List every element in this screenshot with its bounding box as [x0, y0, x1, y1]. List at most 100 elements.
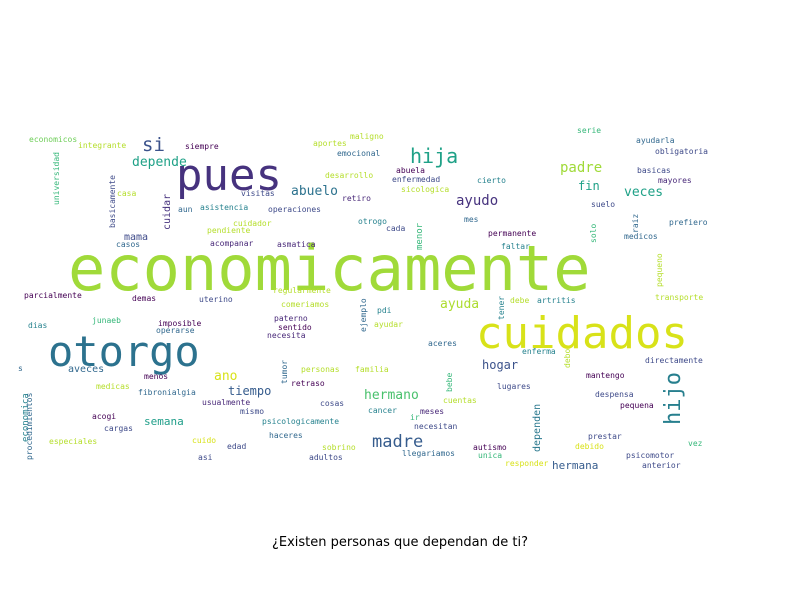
word-depende: depende — [132, 155, 187, 170]
word-otrogo: otrogo — [358, 217, 387, 226]
word-integrante: integrante — [78, 141, 126, 150]
word-psicomotor: psicomotor — [626, 451, 674, 460]
word-regularmente: regularmente — [273, 286, 331, 295]
word-hija: hija — [410, 144, 458, 168]
word-psicologicamente: psicologicamente — [262, 417, 339, 426]
word-hermana: hermana — [552, 459, 598, 472]
word-ir: ir — [410, 413, 420, 422]
word-fin: fin — [578, 179, 600, 193]
word-meses: meses — [420, 407, 444, 416]
word-parcialmente: parcialmente — [24, 291, 82, 300]
word-lugares: lugares — [497, 382, 531, 391]
word-aveces: aveces — [68, 364, 104, 375]
word-unica: unica — [478, 451, 502, 460]
word-directamente: directamente — [645, 356, 703, 365]
word-demas: demas — [132, 294, 156, 303]
word-cuidador: cuidador — [233, 219, 272, 228]
word-llegariamos: llegariamos — [402, 449, 455, 458]
word-medicas: medicas — [96, 382, 130, 391]
word-artritis: artritis — [537, 296, 576, 305]
word-cierto: cierto — [477, 176, 506, 185]
word-pues: pues — [176, 150, 282, 201]
word-acompanar: acompanar — [210, 239, 254, 248]
word-edad: edad — [227, 442, 246, 451]
word-sicologica: sicologica — [401, 185, 449, 194]
word-retiro: retiro — [342, 194, 371, 203]
word-prestar: prestar — [588, 432, 622, 441]
word-prefiero: prefiero — [669, 218, 708, 227]
word-economicamente: economicamente — [68, 232, 591, 305]
word-despensa: despensa — [595, 390, 634, 399]
word-mayores: mayores — [658, 176, 692, 185]
word-sentido: sentido — [278, 323, 312, 332]
word-ayudarla: ayudarla — [636, 136, 675, 145]
word-hermano: hermano — [364, 388, 419, 403]
word-casa: casa — [117, 189, 136, 198]
word-cancer: cancer — [368, 406, 397, 415]
word-asi: asi — [198, 453, 213, 462]
word-anterior: anterior — [642, 461, 681, 470]
word-si: si — [142, 134, 165, 156]
word-acogi: acogi — [92, 412, 116, 421]
word-retraso: retraso — [291, 379, 325, 388]
word-responder: responder — [505, 459, 549, 468]
chart-caption: ¿Existen personas que dependan de ti? — [271, 535, 529, 550]
word-debe: debe — [510, 296, 529, 305]
word-haceres: haceres — [269, 431, 303, 440]
word-cuidar: cuidar — [162, 194, 173, 230]
word-cuidados: cuidados — [476, 308, 688, 359]
word-menor: menor — [415, 222, 425, 250]
word-autismo: autismo — [473, 443, 507, 452]
word-siempre: siempre — [185, 142, 219, 151]
word-semana: semana — [144, 415, 184, 428]
word-raiz: raiz — [631, 214, 640, 233]
word-necesitan: necesitan — [414, 422, 458, 431]
word-obligatoria: obligatoria — [655, 147, 708, 156]
word-dias: dias — [28, 321, 47, 330]
word-permanente: permanente — [488, 229, 536, 238]
word-ejemplo: ejemplo — [359, 298, 368, 332]
word-serie: serie — [577, 126, 601, 135]
word-usualmente: usualmente — [202, 398, 250, 407]
word-necesita: necesita — [267, 331, 306, 340]
word-uterino: uterino — [199, 295, 233, 304]
word-pequeno: pequeno — [655, 253, 664, 287]
word-cargas: cargas — [104, 424, 133, 433]
word-ano: ano — [214, 369, 237, 384]
word-debido: debido — [575, 442, 604, 451]
word-aun: aun — [178, 205, 193, 214]
word-junaeb: junaeb — [92, 316, 121, 325]
word-veces: veces — [624, 185, 663, 200]
word-universidad: universidad — [52, 152, 61, 205]
word-pendiente: pendiente — [207, 226, 251, 235]
word-aportes: aportes — [313, 139, 347, 148]
word-tumor: tumor — [280, 360, 289, 384]
word-tiempo: tiempo — [228, 384, 271, 398]
word-tener: tener — [497, 296, 506, 320]
word-s: s — [18, 364, 23, 373]
word-medicos: medicos — [624, 232, 658, 241]
word-imposible: imposible — [158, 319, 202, 328]
word-enferma: enferma — [522, 347, 556, 356]
word-desarrollo: desarrollo — [325, 171, 373, 180]
word-transporte: transporte — [655, 293, 703, 302]
word-asmatica: asmatica — [277, 240, 316, 249]
word-economica: economica — [21, 393, 31, 442]
word-operaciones: operaciones — [268, 205, 321, 214]
word-asistencia: asistencia — [200, 203, 248, 212]
word-mes: mes — [464, 215, 479, 224]
word-abuelo: abuelo — [291, 184, 338, 199]
word-ayudo: ayudo — [456, 193, 498, 209]
word-hijo: hijo — [661, 372, 686, 425]
word-debo: debo — [563, 349, 572, 368]
word-familia: familia — [355, 365, 389, 374]
word-ayuda: ayuda — [440, 297, 479, 312]
word-economicos: economicos — [29, 135, 77, 144]
word-pequena: pequena — [620, 401, 654, 410]
word-faltar: faltar — [501, 242, 530, 251]
word-madre: madre — [372, 432, 423, 452]
word-mama: mama — [124, 232, 148, 243]
word-solo: solo — [589, 224, 598, 243]
word-hogar: hogar — [482, 358, 518, 372]
word-maligno: maligno — [350, 132, 384, 141]
